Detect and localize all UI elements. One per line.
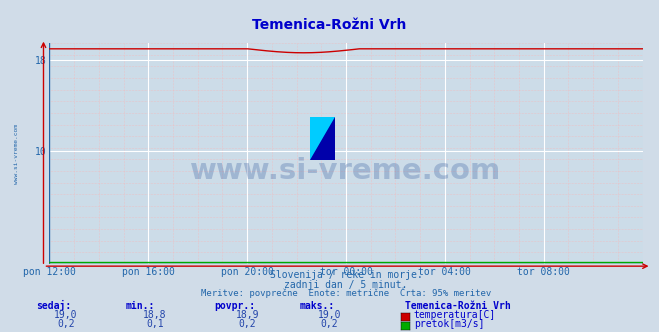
Text: 0,1: 0,1 bbox=[146, 319, 163, 329]
Text: Slovenija / reke in morje.: Slovenija / reke in morje. bbox=[270, 270, 422, 280]
Text: temperatura[C]: temperatura[C] bbox=[414, 310, 496, 320]
Text: povpr.:: povpr.: bbox=[214, 301, 255, 311]
Text: Temenica-Rožni Vrh: Temenica-Rožni Vrh bbox=[252, 18, 407, 32]
Polygon shape bbox=[310, 117, 335, 160]
Text: Meritve: povprečne  Enote: metrične  Črta: 95% meritev: Meritve: povprečne Enote: metrične Črta:… bbox=[201, 288, 491, 298]
Text: 0,2: 0,2 bbox=[321, 319, 338, 329]
Text: pretok[m3/s]: pretok[m3/s] bbox=[414, 319, 484, 329]
Polygon shape bbox=[310, 117, 335, 160]
Text: 19,0: 19,0 bbox=[318, 310, 341, 320]
Polygon shape bbox=[310, 117, 335, 160]
Text: www.si-vreme.com: www.si-vreme.com bbox=[190, 157, 501, 185]
Text: maks.:: maks.: bbox=[300, 301, 335, 311]
Text: Temenica-Rožni Vrh: Temenica-Rožni Vrh bbox=[405, 301, 511, 311]
Text: min.:: min.: bbox=[125, 301, 155, 311]
Text: www.si-vreme.com: www.si-vreme.com bbox=[14, 124, 19, 184]
Text: 18,9: 18,9 bbox=[235, 310, 259, 320]
Text: 0,2: 0,2 bbox=[239, 319, 256, 329]
Text: 19,0: 19,0 bbox=[54, 310, 78, 320]
Text: sedaj:: sedaj: bbox=[36, 300, 71, 311]
Text: zadnji dan / 5 minut.: zadnji dan / 5 minut. bbox=[284, 280, 408, 290]
Text: 0,2: 0,2 bbox=[57, 319, 74, 329]
Text: 18,8: 18,8 bbox=[143, 310, 167, 320]
